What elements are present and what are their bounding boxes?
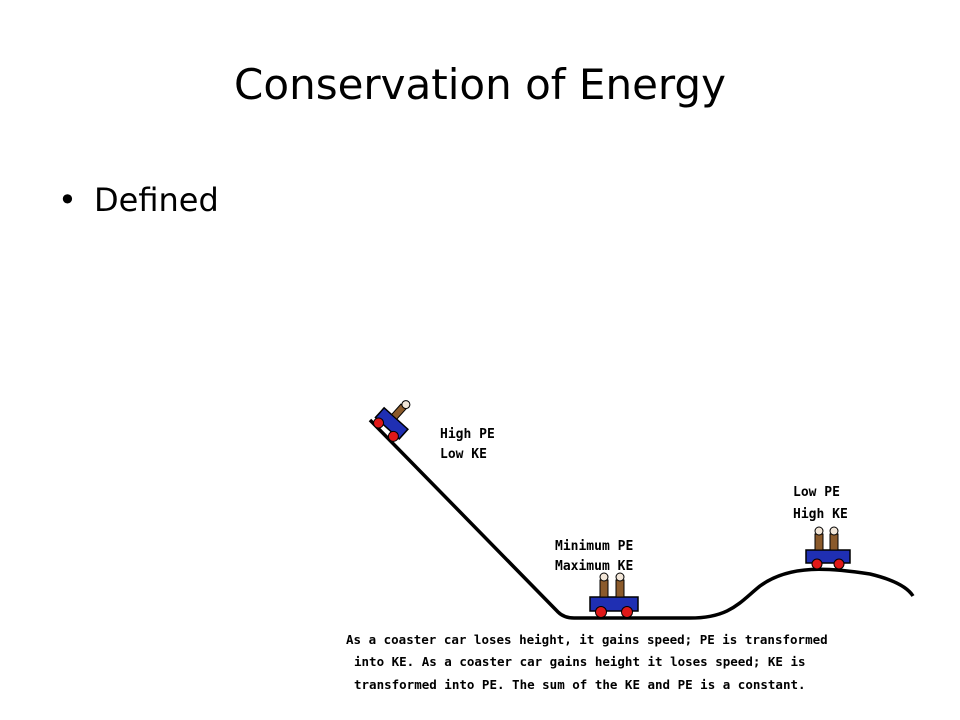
wheel — [811, 558, 823, 570]
coaster-car-bottom — [589, 572, 639, 618]
rider-head — [401, 400, 411, 410]
rider — [615, 579, 625, 598]
roller-coaster-diagram: High PE Low KE Minimum PE Maximum KE Low… — [346, 400, 915, 692]
coaster-car-top — [373, 400, 411, 442]
rider-head — [829, 526, 839, 536]
rider — [814, 533, 824, 551]
wheel — [373, 417, 385, 429]
wheel — [833, 558, 845, 570]
rider — [829, 533, 839, 551]
rider-head — [814, 526, 824, 536]
rider-head — [599, 572, 609, 582]
bullet-text: Defined — [94, 181, 219, 219]
caption-line-3: transformed into PE. The sum of the KE a… — [354, 677, 806, 692]
label-hill-line1: Low PE — [793, 485, 840, 500]
caption-line-2: into KE. As a coaster car gains height i… — [354, 654, 806, 669]
bullet-item: • Defined — [58, 180, 219, 220]
rider-head — [615, 572, 625, 582]
wheel — [387, 430, 399, 442]
wheel — [595, 606, 607, 618]
slide-title: Conservation of Energy — [234, 60, 726, 109]
label-hill-line2: High KE — [793, 507, 848, 522]
label-top-line1: High PE — [440, 427, 495, 442]
label-bottom-line1: Minimum PE — [555, 539, 633, 554]
coaster-track — [368, 418, 915, 620]
label-top-line2: Low KE — [440, 447, 487, 462]
coaster-car-hill — [805, 526, 851, 570]
label-bottom-line2: Maximum KE — [555, 559, 633, 574]
wheel — [621, 606, 633, 618]
rider — [599, 579, 609, 598]
bullet-dot: • — [58, 181, 77, 219]
caption-line-1: As a coaster car loses height, it gains … — [346, 632, 828, 647]
